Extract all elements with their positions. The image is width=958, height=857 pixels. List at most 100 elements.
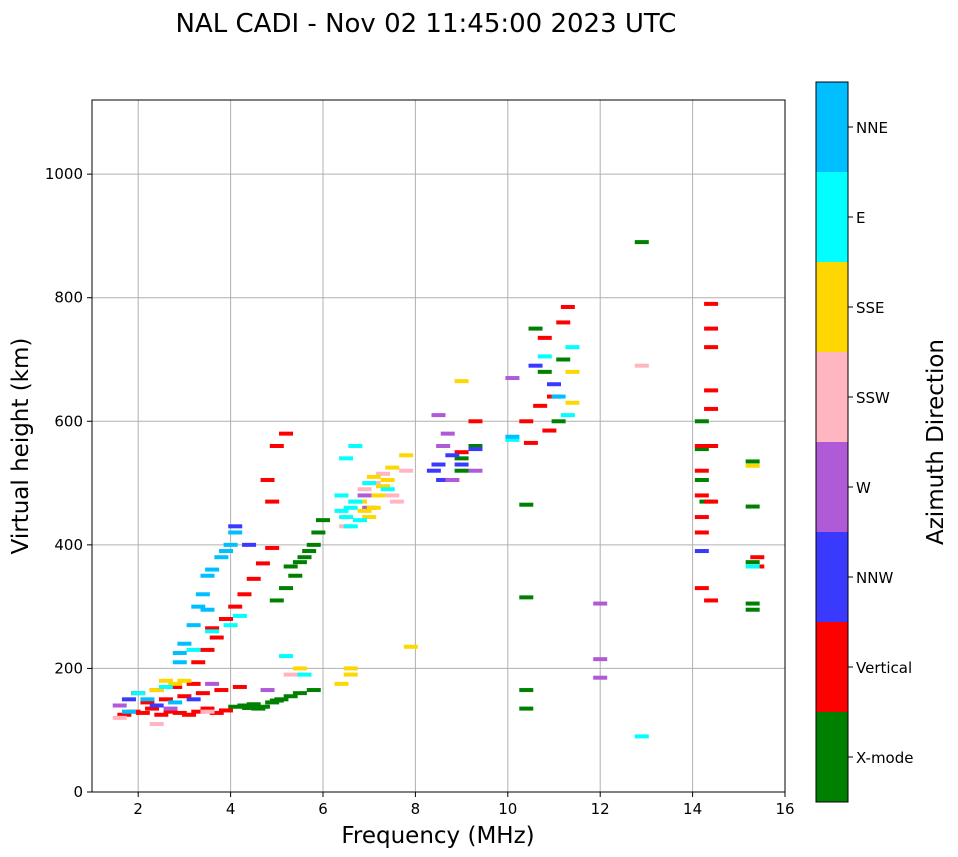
data-point-vertical: [205, 626, 220, 631]
data-point-nne: [172, 650, 187, 655]
data-point-xmode: [242, 705, 257, 710]
data-point-xmode: [468, 444, 483, 448]
data-point-nnw: [431, 462, 446, 467]
x-axis-label: Frequency (MHz): [341, 823, 534, 849]
data-point-ssw: [200, 709, 215, 714]
data-point-vertical: [265, 545, 280, 550]
axes-layer: 2 4 6 8 10 12 14 16 0 200 400 600 800 1000: [45, 165, 795, 818]
data-point-sse: [565, 369, 580, 374]
data-point-vertical: [694, 468, 709, 473]
colorbar-tick-label: SSW: [856, 389, 890, 407]
data-point-vertical: [218, 617, 233, 621]
data-point-sse: [343, 666, 358, 671]
data-point-w: [112, 703, 127, 708]
data-point-nne: [172, 660, 187, 665]
data-point-nne: [551, 394, 566, 399]
data-point-vertical: [533, 403, 548, 408]
colorbar-tick-label: SSE: [856, 299, 885, 317]
data-point-nnw: [528, 363, 543, 368]
data-point-sse: [371, 493, 386, 498]
data-point-xmode: [745, 607, 760, 612]
data-point-sse: [385, 465, 400, 470]
colorbar-tick-label: NNE: [856, 119, 888, 137]
colorbar: X-mode Vertical NNW W SSW SSE E NNE: [815, 81, 913, 803]
data-point-vertical: [182, 712, 197, 717]
data-point-nne: [186, 623, 201, 628]
data-point-xmode: [228, 704, 243, 709]
data-point-vertical: [218, 708, 233, 713]
data-point-sse: [454, 379, 469, 384]
data-point-vertical: [232, 684, 247, 689]
data-point-e: [232, 613, 247, 618]
data-point-e: [505, 437, 520, 442]
data-point-w: [163, 706, 178, 711]
data-point-xmode: [454, 456, 469, 461]
data-point-vertical: [704, 406, 719, 411]
data-point-w: [440, 431, 455, 436]
data-point-e: [279, 654, 294, 659]
data-point-nnw: [445, 453, 460, 458]
data-point-w: [593, 601, 608, 606]
data-point-vertical: [255, 561, 270, 566]
data-point-xmode: [251, 706, 266, 711]
colorbar-tick-label: X-mode: [856, 749, 913, 767]
data-point-ssw: [389, 499, 404, 504]
data-point-ssw: [357, 487, 372, 492]
data-point-nnw: [436, 477, 451, 482]
data-point-e: [352, 518, 367, 523]
data-point-nne: [121, 709, 136, 714]
data-point-xmode: [694, 477, 709, 482]
data-point-e: [348, 444, 363, 448]
data-point-xmode: [519, 595, 534, 600]
x-tick-label: 2: [133, 800, 143, 818]
colorbar-segment: [816, 82, 848, 172]
data-point-sse: [565, 400, 580, 405]
data-point-xmode: [745, 459, 760, 464]
data-point-w: [357, 493, 372, 498]
data-point-nne: [228, 530, 243, 535]
data-point-vertical: [519, 419, 534, 424]
grid-layer: [92, 100, 785, 793]
data-point-w: [431, 413, 446, 418]
data-point-sse: [399, 453, 414, 458]
data-point-xmode: [519, 688, 534, 693]
data-points: [112, 240, 765, 739]
y-tick-label: 600: [54, 412, 83, 430]
data-point-vertical: [694, 493, 709, 498]
data-point-w: [593, 675, 608, 680]
data-point-xmode: [292, 691, 307, 696]
data-point-sse: [403, 644, 418, 649]
data-point-sse: [343, 672, 358, 677]
data-point-vertical: [694, 530, 709, 535]
data-point-vertical: [265, 499, 280, 504]
x-tick-label: 6: [318, 800, 328, 818]
chart-title: NAL CADI - Nov 02 11:45:00 2023 UTC: [176, 9, 677, 39]
data-point-xmode: [528, 326, 543, 331]
x-tick-label: 10: [498, 800, 517, 818]
colorbar-segment: [816, 262, 848, 352]
data-point-e: [634, 734, 649, 739]
data-point-xmode: [745, 601, 760, 606]
data-point-vertical: [172, 710, 187, 715]
data-point-ssw: [385, 493, 400, 498]
data-point-xmode: [269, 598, 284, 603]
data-point-xmode: [316, 518, 330, 523]
data-point-sse: [366, 505, 381, 510]
colorbar-segment: [816, 532, 848, 622]
data-point-vertical: [694, 515, 709, 520]
data-point-e: [339, 456, 354, 461]
data-point-vertical: [200, 647, 215, 652]
data-point-xmode: [302, 549, 317, 554]
data-point-ssw: [112, 715, 127, 720]
data-point-nnw: [468, 447, 483, 452]
data-point-vertical: [704, 326, 719, 331]
data-point-sse: [380, 477, 395, 482]
data-point-vertical: [163, 709, 178, 714]
data-point-e: [565, 345, 580, 350]
y-tick-label: 200: [54, 659, 83, 677]
data-point-vertical: [186, 681, 201, 686]
data-point-w: [436, 444, 451, 448]
data-point-e: [745, 564, 760, 569]
data-point-nne: [218, 549, 233, 554]
